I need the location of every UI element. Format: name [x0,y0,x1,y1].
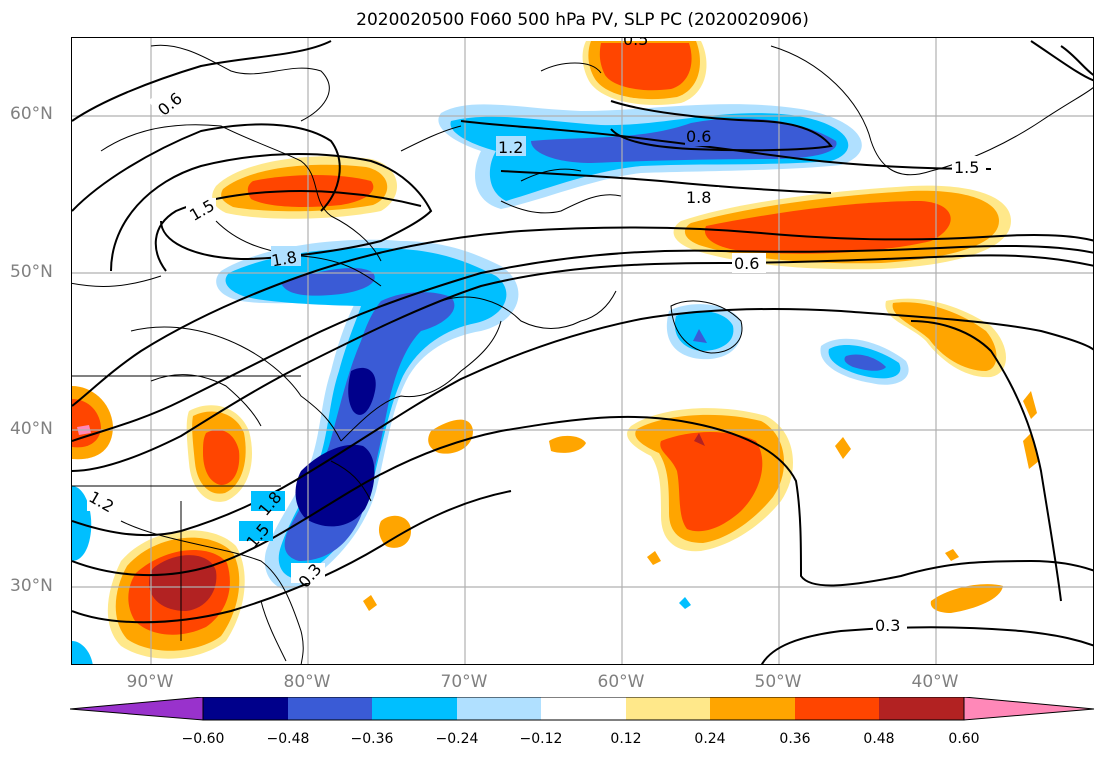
pv-positive-region [549,435,586,453]
pv-shading-layer [72,41,1039,664]
contour-label: 1.2 [498,138,523,157]
pv-negative-region [844,354,886,371]
pv-positive-region [599,43,692,91]
pv-positive-region [428,419,473,454]
pv-negative-region [295,444,375,527]
lon-label-90w: 90°W [126,672,174,692]
colorbar-tick: −0.12 [519,731,563,747]
colorbar-segment [879,697,964,720]
pv-positive-region [930,584,1003,613]
colorbar-tick: 0.36 [779,731,811,747]
colorbar [70,697,1095,721]
colorbar-tick: −0.60 [181,731,225,747]
map-canvas: 0.6 1.2 1.5 1.8 0.6 1.8 1.5 0.6 1.2 1.5 … [72,38,1093,664]
colorbar-tick: −0.48 [266,731,310,747]
colorbar-segment [795,697,879,720]
colorbar-segment [710,697,795,720]
colorbar-tick: −0.24 [435,731,479,747]
lat-label-50n: 50°N [10,262,53,282]
pv-negative-region [281,268,375,296]
contour-label: 1.8 [686,188,711,207]
contour-label: 0.3 [875,616,900,635]
colorbar-segment [626,697,710,720]
contour-label: 0.6 [686,127,711,146]
pv-positive-region [378,515,411,548]
colorbar-segment [203,697,288,720]
pv-positive-region [660,432,763,532]
pv-negative-region [531,118,837,163]
pv-negative-region [674,310,734,351]
lat-label-30n: 30°N [10,576,53,596]
pv-positive-region [945,549,959,561]
colorbar-segment [541,697,626,720]
pv-positive-region [1023,391,1037,419]
lon-label-80w: 80°W [283,672,331,692]
pv-negative-region [693,329,707,343]
colorbar-segment [372,697,457,720]
colorbar-extend-high [963,697,1095,721]
colorbar-segment [288,697,372,720]
lat-label-60n: 60°N [10,104,53,124]
pv-negative-region [679,597,691,609]
pv-positive-region [72,399,101,448]
contour-label: 0.6 [734,254,759,273]
pv-positive-region [704,201,951,254]
pv-positive-region [647,551,661,565]
pv-positive-region [835,437,851,459]
map-panel[interactable]: 0.6 1.2 1.5 1.8 0.6 1.8 1.5 0.6 1.2 1.5 … [71,37,1094,665]
coastline-layer [72,44,1093,664]
pv-positive-region [1023,433,1039,469]
pv-positive-region [694,433,705,446]
contour-label: 0.5 [623,38,648,49]
lon-label-50w: 50°W [754,672,802,692]
pv-positive-region [363,595,377,611]
lon-label-40w: 40°W [911,672,959,692]
pv-negative-region [348,367,376,415]
colorbar-segment [457,697,541,720]
slp-contour-layer [72,40,1093,664]
lon-label-70w: 70°W [440,672,488,692]
map-title: 2020020500 F060 500 hPa PV, SLP PC (2020… [356,10,809,30]
contour-label: 1.8 [270,247,298,270]
colorbar-tick: 0.12 [610,731,642,747]
colorbar-tick: 0.60 [948,731,980,747]
colorbar-tick: 0.24 [694,731,726,747]
colorbar-tick: −0.36 [350,731,394,747]
colorbar-tick: 0.48 [863,731,895,747]
lat-label-40n: 40°N [10,419,53,439]
graticule [72,38,1093,664]
lon-label-60w: 60°W [597,672,645,692]
pv-positive-region [892,302,997,371]
pv-negative-region [72,641,93,664]
pv-positive-region [203,429,240,485]
colorbar-extend-low [70,697,204,721]
contour-label: 1.5 [954,158,979,177]
